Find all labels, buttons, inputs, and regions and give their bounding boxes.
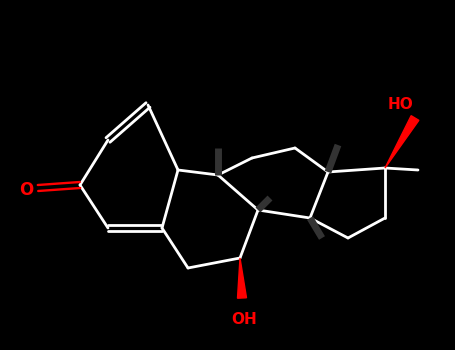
Text: OH: OH bbox=[231, 312, 257, 327]
Text: O: O bbox=[19, 181, 33, 199]
Polygon shape bbox=[238, 258, 247, 298]
Text: HO: HO bbox=[387, 97, 413, 112]
Polygon shape bbox=[385, 116, 419, 168]
